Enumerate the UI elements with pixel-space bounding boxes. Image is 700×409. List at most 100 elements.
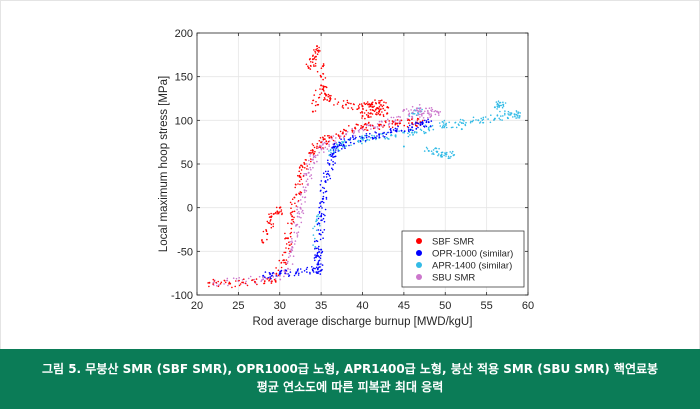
data-point (416, 122, 419, 124)
data-point (293, 210, 296, 213)
data-point (322, 147, 324, 149)
data-point (408, 118, 410, 121)
data-point (518, 117, 521, 119)
data-point (361, 110, 363, 113)
data-point (287, 247, 290, 250)
data-point (277, 269, 280, 272)
data-point (432, 152, 434, 154)
data-point (403, 124, 406, 127)
data-point (415, 127, 418, 130)
data-point (300, 221, 303, 224)
data-point (312, 144, 315, 147)
data-point (433, 110, 436, 113)
data-point (300, 193, 303, 195)
data-point (513, 113, 516, 115)
data-point (243, 278, 245, 281)
data-point (425, 132, 427, 134)
data-point (445, 122, 448, 125)
data-point (321, 219, 323, 221)
x-tick-label: 40 (356, 300, 368, 312)
data-point (378, 136, 381, 139)
data-point (487, 118, 489, 120)
data-point (245, 280, 247, 283)
data-point (382, 132, 384, 135)
data-point (311, 102, 313, 105)
series-sbf-smr (207, 45, 424, 289)
data-point (244, 282, 247, 285)
data-point (420, 113, 423, 116)
data-point (336, 145, 339, 148)
data-point (361, 136, 364, 139)
data-point (217, 280, 219, 283)
data-point (268, 213, 270, 215)
data-point (430, 120, 433, 122)
data-point (336, 103, 339, 105)
data-point (303, 189, 306, 192)
data-point (242, 281, 244, 284)
data-point (238, 284, 241, 287)
data-point (411, 115, 414, 118)
data-point (517, 112, 519, 115)
data-point (437, 153, 440, 155)
data-point (313, 162, 316, 165)
data-point (264, 280, 266, 283)
data-point (388, 120, 391, 122)
data-point (325, 94, 328, 96)
data-point (352, 138, 355, 140)
data-point (516, 111, 518, 113)
data-point (387, 124, 390, 126)
data-point (305, 180, 308, 182)
data-point (360, 125, 363, 127)
data-point (316, 251, 319, 254)
data-point (316, 223, 319, 226)
data-point (347, 138, 350, 141)
data-point (253, 280, 256, 283)
data-point (519, 112, 521, 114)
data-point (416, 119, 419, 121)
data-point (323, 141, 326, 144)
data-point (378, 135, 381, 137)
data-point (314, 52, 317, 54)
data-point (325, 176, 328, 178)
data-point (318, 46, 320, 49)
data-point (346, 101, 349, 104)
data-point (425, 121, 428, 124)
data-point (291, 215, 294, 218)
data-point (318, 256, 321, 258)
data-point (317, 147, 319, 149)
data-point (313, 49, 315, 51)
data-point (471, 120, 474, 123)
data-point (335, 149, 337, 151)
data-point (322, 99, 325, 101)
data-point (496, 102, 499, 105)
data-point (371, 109, 374, 111)
data-point (489, 121, 492, 124)
data-point (373, 105, 375, 108)
data-point (298, 180, 301, 182)
data-point (472, 116, 475, 119)
data-point (470, 120, 472, 123)
data-point (502, 101, 504, 104)
data-point (374, 99, 376, 101)
data-point (361, 115, 364, 117)
data-point (293, 222, 296, 224)
data-point (428, 129, 431, 132)
data-point (517, 111, 520, 113)
data-point (374, 109, 377, 111)
data-point (445, 126, 448, 129)
data-point (235, 277, 238, 280)
data-point (498, 117, 501, 120)
data-point (284, 271, 286, 273)
data-point (370, 128, 372, 130)
data-point (384, 120, 387, 122)
data-point (365, 123, 367, 125)
data-point (326, 135, 329, 137)
data-point (501, 106, 504, 109)
x-tick-label: 60 (522, 300, 534, 312)
y-tick-label: 200 (175, 28, 193, 40)
data-point (297, 270, 299, 272)
data-point (333, 147, 336, 149)
data-point (365, 109, 368, 112)
data-points (207, 45, 521, 289)
data-point (322, 78, 324, 81)
